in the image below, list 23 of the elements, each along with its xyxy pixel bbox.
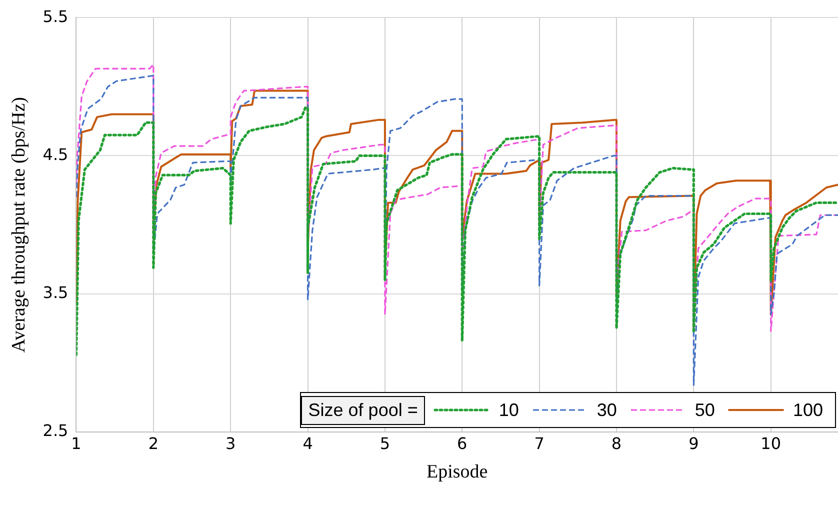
x-tick-label: 9 bbox=[688, 434, 699, 453]
line-series bbox=[76, 106, 838, 356]
y-axis-title: Average throughput rate (bps/Hz) bbox=[8, 97, 30, 353]
legend-label: 30 bbox=[596, 400, 617, 420]
x-tick-label: 3 bbox=[226, 434, 236, 453]
x-axis-title: Episode bbox=[426, 462, 488, 483]
legend-label: 100 bbox=[792, 400, 823, 420]
line-series bbox=[76, 74, 838, 386]
x-tick-label: 2 bbox=[148, 434, 159, 453]
x-tick-label: 7 bbox=[534, 434, 544, 453]
x-tick-label: 1 bbox=[71, 434, 82, 453]
legend-label: 10 bbox=[498, 400, 519, 420]
x-tick-label: 8 bbox=[611, 434, 622, 453]
x-tick-label: 6 bbox=[457, 434, 468, 453]
y-tick-label: 4.5 bbox=[42, 144, 68, 164]
y-tick-label: 5.5 bbox=[42, 6, 68, 26]
y-tick-label: 2.5 bbox=[42, 421, 68, 440]
x-tick-label: 5 bbox=[380, 434, 390, 453]
x-tick-label: 4 bbox=[302, 434, 313, 453]
legend-label: 50 bbox=[694, 400, 715, 420]
x-tick-label: 10 bbox=[760, 434, 782, 453]
y-tick-label: 3.5 bbox=[42, 283, 68, 302]
legend-title: Size of pool = bbox=[301, 396, 425, 424]
